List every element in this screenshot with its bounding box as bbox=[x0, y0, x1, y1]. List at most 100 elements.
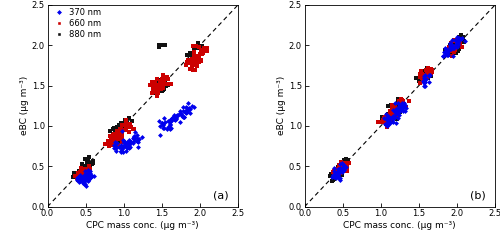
Point bbox=[83, 171, 91, 175]
Point bbox=[335, 168, 343, 172]
Point bbox=[84, 159, 92, 163]
Point bbox=[338, 170, 345, 174]
Point bbox=[128, 127, 136, 131]
Point bbox=[126, 139, 134, 143]
Point bbox=[159, 86, 167, 90]
Point bbox=[150, 88, 158, 92]
Point bbox=[134, 139, 141, 143]
Point bbox=[85, 174, 93, 178]
Point bbox=[392, 118, 400, 122]
Point bbox=[382, 112, 390, 116]
Point bbox=[187, 60, 195, 64]
Point bbox=[326, 174, 334, 178]
Point bbox=[192, 58, 200, 62]
Point bbox=[378, 116, 386, 120]
Point bbox=[458, 33, 466, 37]
Point bbox=[420, 76, 428, 80]
Point bbox=[453, 40, 461, 44]
Point bbox=[163, 82, 171, 86]
Point bbox=[126, 141, 134, 145]
Point bbox=[72, 172, 80, 176]
Point bbox=[160, 87, 168, 91]
Point bbox=[194, 44, 202, 48]
Point bbox=[386, 118, 394, 122]
Point bbox=[421, 75, 429, 79]
Point bbox=[81, 171, 89, 175]
Point bbox=[186, 107, 194, 111]
Point bbox=[342, 164, 350, 168]
Point bbox=[398, 101, 406, 105]
Point bbox=[386, 117, 394, 121]
Point bbox=[122, 146, 130, 150]
Point bbox=[456, 40, 464, 44]
Point bbox=[124, 130, 132, 134]
Point bbox=[400, 109, 408, 113]
Point bbox=[82, 178, 90, 182]
Point bbox=[78, 170, 86, 174]
Point bbox=[186, 66, 194, 70]
Point bbox=[111, 135, 119, 139]
Point bbox=[188, 65, 196, 69]
Point bbox=[82, 167, 90, 171]
Point bbox=[336, 170, 344, 174]
Point bbox=[120, 128, 128, 132]
Point bbox=[170, 114, 178, 118]
Point bbox=[392, 122, 400, 125]
Point bbox=[340, 159, 348, 163]
Point bbox=[454, 46, 462, 50]
Point bbox=[334, 168, 342, 172]
Point bbox=[398, 103, 406, 107]
Point bbox=[398, 98, 406, 102]
Point bbox=[126, 140, 134, 144]
Point bbox=[156, 85, 164, 89]
Point bbox=[395, 104, 403, 108]
Point bbox=[417, 79, 425, 83]
Point bbox=[158, 76, 166, 80]
Point bbox=[182, 111, 190, 115]
Point bbox=[391, 110, 399, 114]
Point bbox=[335, 176, 343, 180]
Point bbox=[458, 38, 466, 42]
Point bbox=[84, 173, 92, 177]
Point bbox=[339, 168, 347, 172]
Point bbox=[334, 173, 342, 177]
Point bbox=[114, 139, 122, 143]
Point bbox=[120, 126, 128, 130]
Point bbox=[148, 87, 156, 91]
Point bbox=[152, 91, 160, 95]
Point bbox=[448, 54, 456, 58]
Point bbox=[83, 167, 91, 171]
Point bbox=[118, 136, 126, 140]
Point bbox=[342, 160, 350, 164]
Point bbox=[170, 117, 177, 121]
Point bbox=[126, 140, 134, 144]
Point bbox=[336, 179, 344, 183]
Point bbox=[150, 87, 158, 91]
Point bbox=[189, 61, 197, 64]
Point bbox=[398, 103, 406, 107]
Point bbox=[120, 140, 128, 144]
Point bbox=[332, 170, 340, 174]
Point bbox=[74, 174, 82, 178]
Point bbox=[190, 68, 198, 72]
Point bbox=[126, 145, 134, 149]
Point bbox=[116, 123, 124, 127]
Point bbox=[82, 170, 90, 174]
Point bbox=[390, 112, 398, 116]
Point bbox=[114, 132, 122, 136]
Point bbox=[122, 122, 130, 125]
Point bbox=[154, 86, 162, 90]
Point bbox=[390, 108, 398, 112]
Point bbox=[157, 80, 165, 84]
Point bbox=[334, 170, 342, 174]
Point bbox=[114, 130, 122, 134]
Point bbox=[387, 120, 395, 124]
Point bbox=[416, 69, 424, 73]
Point bbox=[73, 175, 81, 179]
Point bbox=[418, 75, 426, 79]
Point bbox=[78, 171, 86, 175]
Point bbox=[126, 143, 134, 147]
Point bbox=[80, 182, 88, 186]
Point bbox=[448, 45, 456, 49]
Point bbox=[342, 166, 350, 170]
